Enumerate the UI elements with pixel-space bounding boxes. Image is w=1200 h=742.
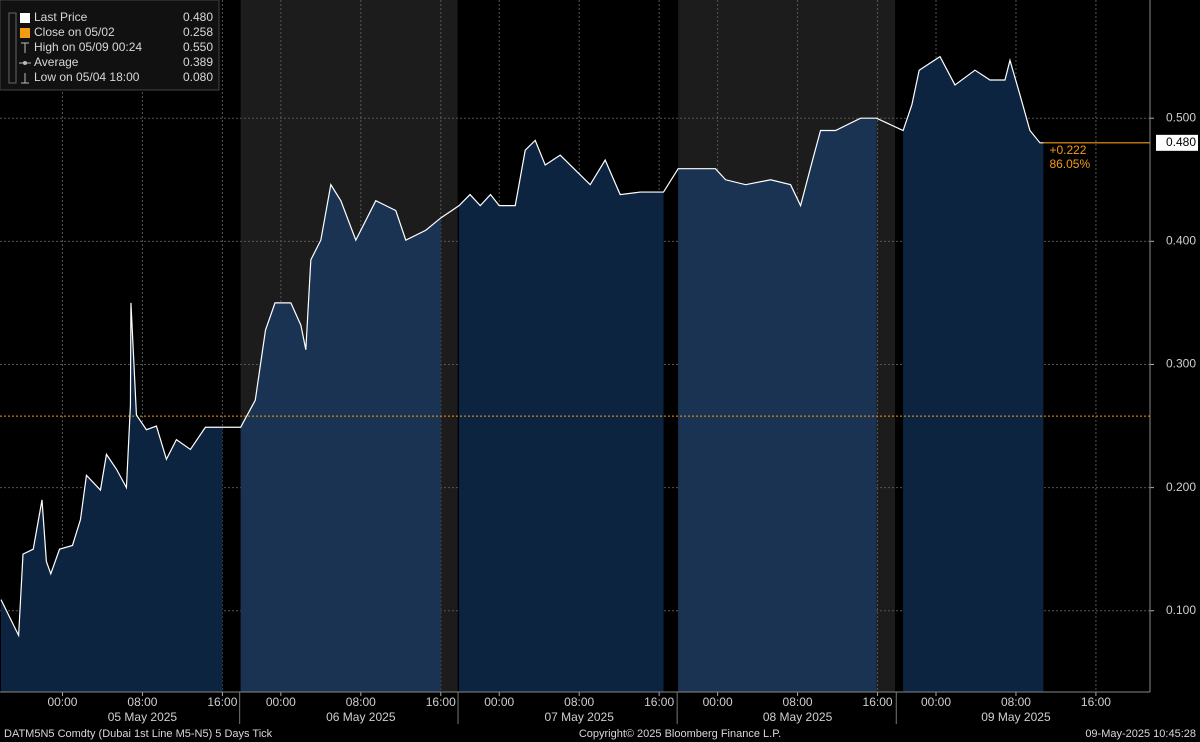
x-tick-label: 16:00: [426, 695, 456, 709]
x-tick-label: 00:00: [703, 695, 733, 709]
legend-label: Average: [34, 55, 79, 69]
legend-swatch: [20, 28, 30, 38]
legend-value: 0.080: [183, 70, 213, 84]
x-tick-label: 08:00: [564, 695, 594, 709]
legend-swatch: [23, 61, 27, 65]
x-tick-label: 16:00: [644, 695, 674, 709]
x-tick-label: 16:00: [1081, 695, 1111, 709]
legend-value: 0.550: [183, 40, 213, 54]
legend: Last Price 0.480 Close on 05/02 0.258 High o…: [0, 0, 220, 91]
change-annotation: +0.222: [1049, 143, 1086, 157]
x-tick-label: 16:00: [863, 695, 893, 709]
legend-label: Low on 05/04 18:00: [34, 70, 140, 84]
legend-label: High on 05/09 00:24: [34, 40, 142, 54]
x-tick-label: 00:00: [921, 695, 951, 709]
date-label: 09 May 2025: [981, 710, 1051, 724]
x-tick-label: 00:00: [484, 695, 514, 709]
footer-center: Copyright© 2025 Bloomberg Finance L.P.: [579, 728, 781, 740]
footer-right: 09-May-2025 10:45:28: [1085, 728, 1196, 740]
legend-swatch: [20, 13, 30, 23]
legend-value: 0.480: [183, 10, 213, 24]
marks: [0, 55, 1150, 638]
x-tick-label: 08:00: [127, 695, 157, 709]
area: [678, 118, 877, 692]
y-tick-label: 0.100: [1166, 603, 1196, 617]
y-tick-label: 0.500: [1166, 110, 1196, 124]
date-label: 06 May 2025: [326, 710, 396, 724]
x-tick-label: 08:00: [1001, 695, 1031, 709]
legend-label: Close on 05/02: [34, 25, 115, 39]
change-annotation: 86.05%: [1049, 157, 1090, 171]
y-tick-label: 0.400: [1166, 234, 1196, 248]
price-line: [0, 55, 1044, 638]
last-price-box: [1156, 134, 1198, 151]
y-tick-label: 0.300: [1166, 357, 1196, 371]
date-label: 08 May 2025: [763, 710, 833, 724]
areas: [0, 56, 1044, 693]
legend-value: 0.258: [183, 25, 213, 39]
x-tick-label: 00:00: [47, 695, 77, 709]
footer-left: DATM5N5 Comdty (Dubai 1st Line M5-N5) 5 …: [4, 728, 273, 740]
legend-value: 0.389: [183, 55, 213, 69]
axes: 0.100 0.200 0.300 0.400 0.500 00:00 08:00 16:00…: [0, 0, 1198, 724]
area: [240, 184, 441, 692]
y-tick-label: 0.200: [1166, 480, 1196, 494]
x-tick-label: 08:00: [346, 695, 376, 709]
date-label: 07 May 2025: [544, 710, 614, 724]
legend-handle: [8, 12, 17, 84]
x-tick-label: 16:00: [207, 695, 237, 709]
last-price-label: 0.480: [1166, 135, 1196, 149]
x-tick-label: 00:00: [266, 695, 296, 709]
legend-box: [0, 0, 220, 91]
x-tick-label: 08:00: [783, 695, 813, 709]
area: [903, 56, 1044, 693]
legend-label: Last Price: [34, 10, 88, 24]
date-label: 05 May 2025: [108, 710, 178, 724]
area: [0, 302, 223, 692]
